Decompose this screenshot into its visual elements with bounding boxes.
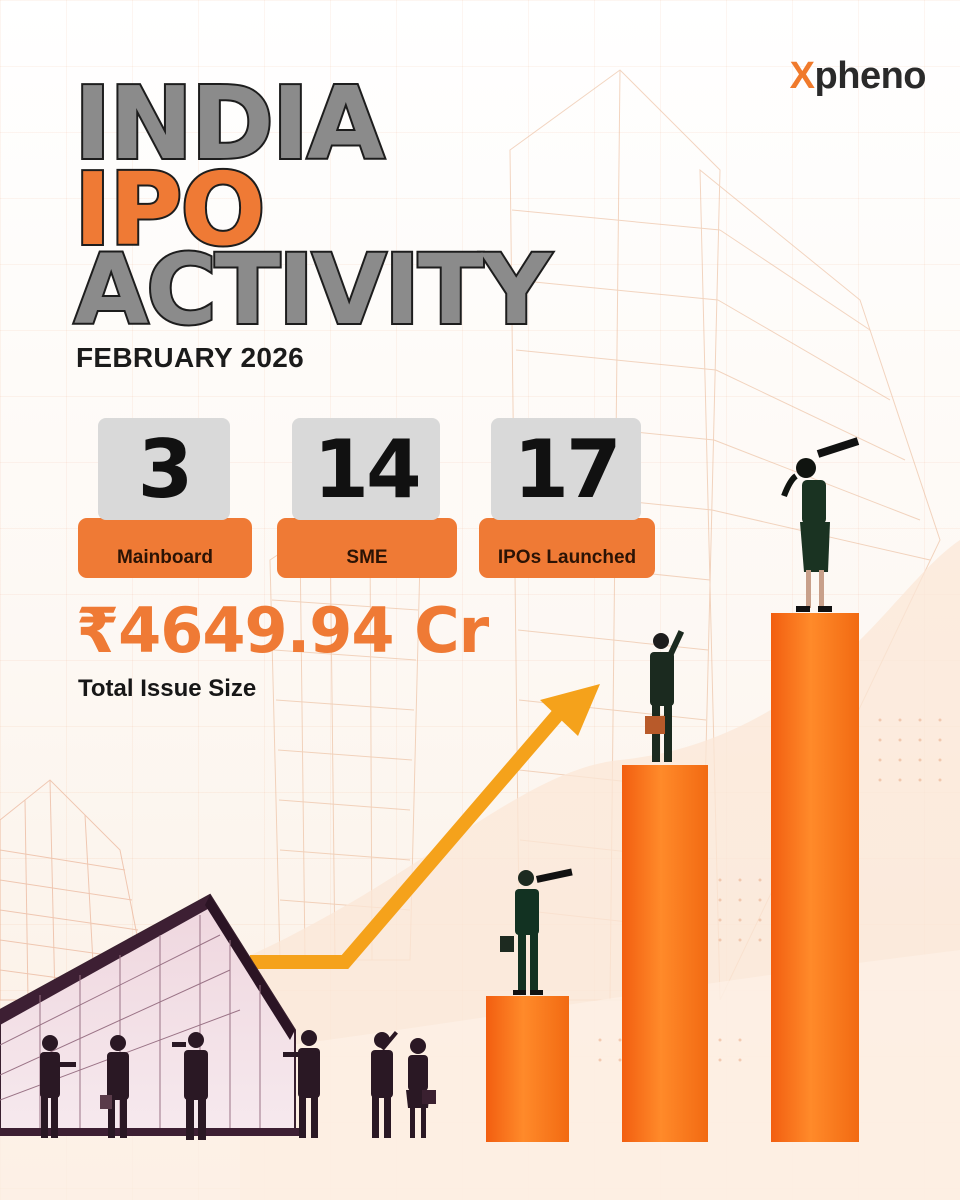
businesswoman-telescope-figure-icon bbox=[781, 437, 860, 612]
office-building-icon bbox=[0, 893, 300, 1136]
bar-medium bbox=[622, 765, 708, 1142]
growth-arrow-icon bbox=[250, 684, 600, 969]
stat-value: 3 bbox=[98, 418, 230, 520]
title-line-3: ACTIVITY bbox=[72, 234, 553, 346]
businessperson-figure-icon bbox=[40, 1035, 76, 1138]
telescope-icon bbox=[535, 868, 573, 883]
left-tower-wireframe-icon bbox=[0, 779, 151, 1001]
total-issue-amount: ₹4649.94 Cr bbox=[76, 594, 489, 667]
stat-label: IPOs Launched bbox=[479, 518, 655, 578]
dot-pattern bbox=[598, 718, 942, 1062]
total-issue-label: Total Issue Size bbox=[78, 675, 257, 702]
period-subtitle: FEBRUARY 2026 bbox=[76, 342, 304, 373]
briefcase-icon bbox=[645, 716, 665, 734]
businesswoman-figure-icon bbox=[406, 1038, 436, 1138]
title-line-2: IPO bbox=[72, 151, 268, 268]
stat-value: 17 bbox=[491, 418, 641, 520]
businessperson-figure-icon bbox=[172, 1032, 208, 1140]
telescope-icon bbox=[816, 437, 860, 458]
briefcase-icon bbox=[500, 936, 514, 952]
stat-label: Mainboard bbox=[78, 518, 252, 578]
businessman-waving-figure-icon bbox=[645, 630, 685, 762]
brand-logo: Xpheno bbox=[789, 55, 927, 98]
stat-value: 14 bbox=[292, 418, 440, 520]
title-line-1: INDIA bbox=[72, 65, 387, 182]
bar-small bbox=[486, 996, 569, 1142]
stat-label: SME bbox=[277, 518, 457, 578]
businessperson-figure-icon bbox=[283, 1030, 320, 1138]
logo-x: X bbox=[789, 55, 815, 97]
businesspeople-group-icon bbox=[40, 1030, 436, 1140]
businessman-telescope-figure-icon bbox=[500, 868, 573, 995]
businessperson-figure-icon bbox=[100, 1035, 129, 1138]
logo-text: pheno bbox=[814, 55, 927, 97]
bar-tall bbox=[771, 613, 859, 1142]
bar-chart-icon bbox=[486, 613, 859, 1142]
businessperson-figure-icon bbox=[371, 1031, 398, 1138]
